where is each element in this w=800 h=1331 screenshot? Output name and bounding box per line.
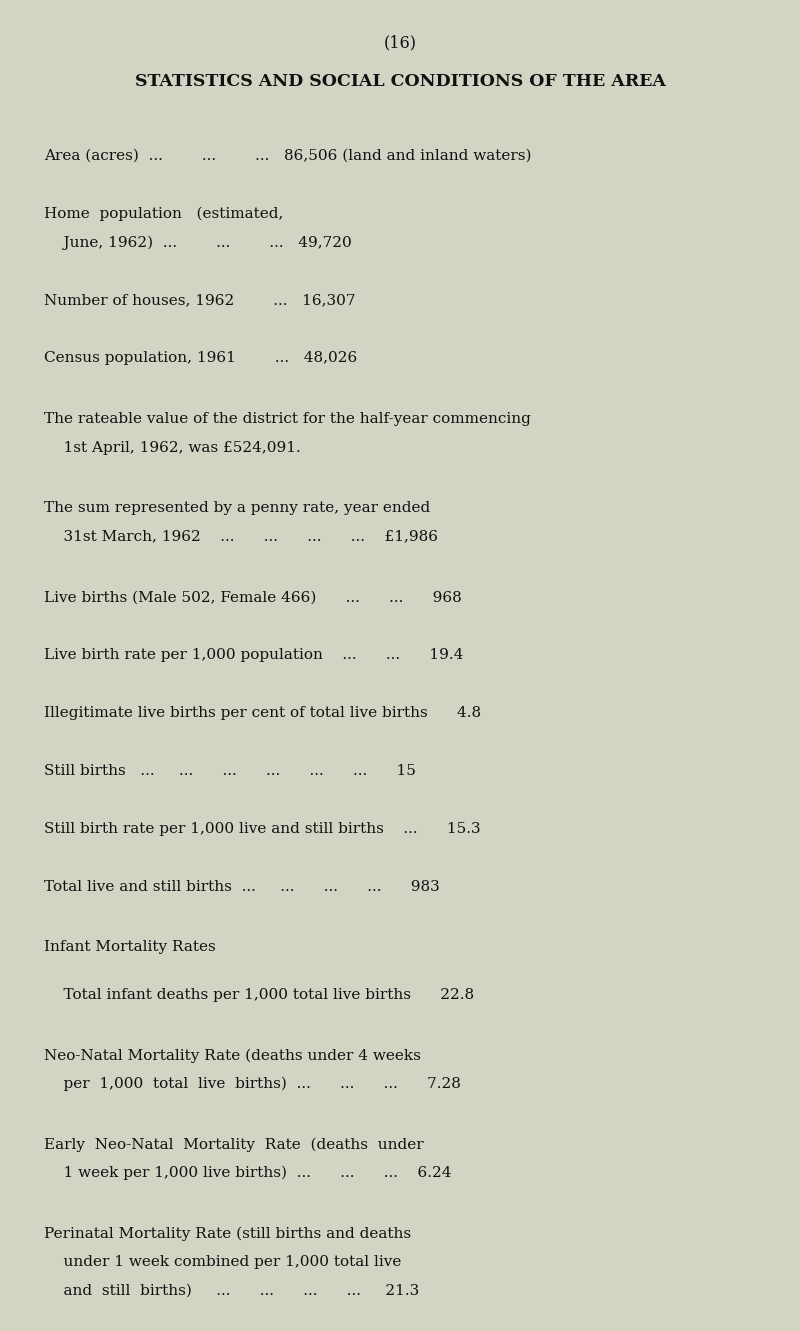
- Text: Home  population   (estimated,: Home population (estimated,: [44, 206, 283, 221]
- Text: The rateable value of the district for the half-year commencing: The rateable value of the district for t…: [44, 411, 531, 426]
- Text: 31st March, 1962    ...      ...      ...      ...    £1,986: 31st March, 1962 ... ... ... ... £1,986: [44, 530, 438, 544]
- Text: Perinatal Mortality Rate (still births and deaths: Perinatal Mortality Rate (still births a…: [44, 1227, 411, 1240]
- Text: Neo-Natal Mortality Rate (deaths under 4 weeks: Neo-Natal Mortality Rate (deaths under 4…: [44, 1049, 421, 1062]
- Text: Census population, 1961        ...   48,026: Census population, 1961 ... 48,026: [44, 351, 358, 366]
- Text: STATISTICS AND SOCIAL CONDITIONS OF THE AREA: STATISTICS AND SOCIAL CONDITIONS OF THE …: [134, 73, 666, 91]
- Text: under 1 week combined per 1,000 total live: under 1 week combined per 1,000 total li…: [44, 1255, 402, 1270]
- Text: Total live and still births  ...     ...      ...      ...      983: Total live and still births ... ... ... …: [44, 880, 440, 894]
- Text: Live birth rate per 1,000 population    ...      ...      19.4: Live birth rate per 1,000 population ...…: [44, 648, 463, 663]
- Text: (16): (16): [383, 35, 417, 52]
- Text: Total infant deaths per 1,000 total live births      22.8: Total infant deaths per 1,000 total live…: [44, 988, 474, 1002]
- Text: June, 1962)  ...        ...        ...   49,720: June, 1962) ... ... ... 49,720: [44, 236, 352, 250]
- Text: per  1,000  total  live  births)  ...      ...      ...      7.28: per 1,000 total live births) ... ... ...…: [44, 1077, 461, 1091]
- Text: Still birth rate per 1,000 live and still births    ...      15.3: Still birth rate per 1,000 live and stil…: [44, 821, 481, 836]
- Text: Early  Neo-Natal  Mortality  Rate  (deaths  under: Early Neo-Natal Mortality Rate (deaths u…: [44, 1137, 424, 1151]
- Text: The sum represented by a penny rate, year ended: The sum represented by a penny rate, yea…: [44, 500, 430, 515]
- Text: Illegitimate live births per cent of total live births      4.8: Illegitimate live births per cent of tot…: [44, 705, 481, 720]
- Text: Still births   ...     ...      ...      ...      ...      ...      15: Still births ... ... ... ... ... ... 15: [44, 764, 416, 779]
- Text: 1 week per 1,000 live births)  ...      ...      ...    6.24: 1 week per 1,000 live births) ... ... ..…: [44, 1166, 451, 1181]
- Text: 1st April, 1962, was £524,091.: 1st April, 1962, was £524,091.: [44, 441, 301, 455]
- Text: Number of houses, 1962        ...   16,307: Number of houses, 1962 ... 16,307: [44, 293, 355, 307]
- Text: and  still  births)     ...      ...      ...      ...     21.3: and still births) ... ... ... ... 21.3: [44, 1283, 419, 1298]
- Text: Area (acres)  ...        ...        ...   86,506 (land and inland waters): Area (acres) ... ... ... 86,506 (land an…: [44, 149, 531, 164]
- Text: Live births (Male 502, Female 466)      ...      ...      968: Live births (Male 502, Female 466) ... .…: [44, 590, 462, 604]
- Text: Infant Mortality Rates: Infant Mortality Rates: [44, 940, 216, 954]
